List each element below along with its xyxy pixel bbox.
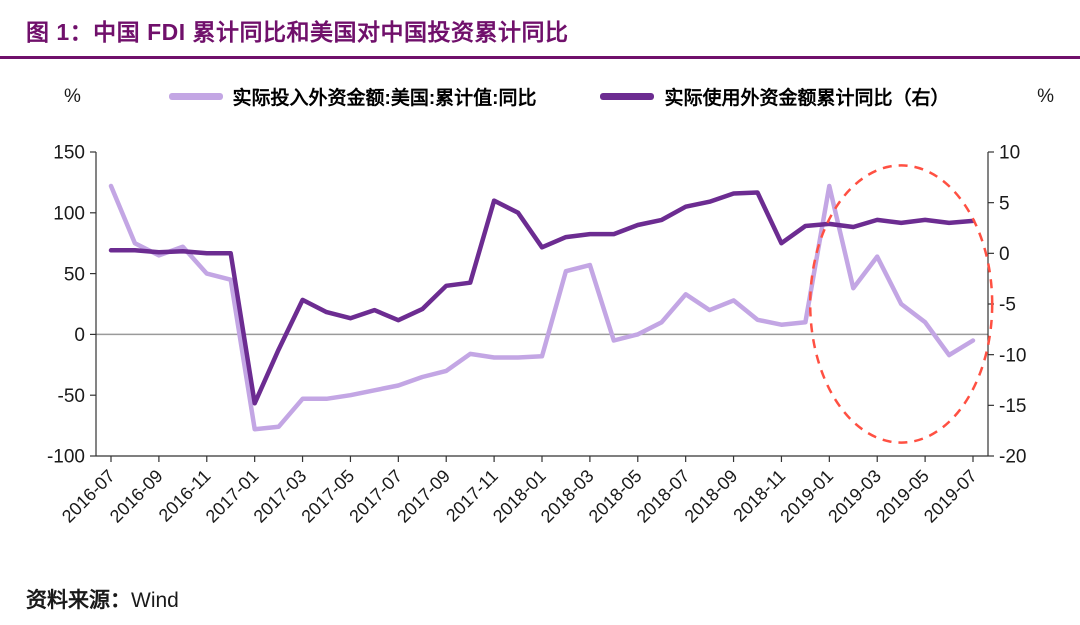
legend-label-us-investment: 实际投入外资金额:美国:累计值:同比 <box>232 88 537 109</box>
y-tick-label-left: 100 <box>53 203 85 224</box>
y-tick-label-right: -10 <box>999 345 1026 366</box>
x-axis: 2016-072016-092016-112017-012017-032017-… <box>58 456 981 527</box>
y-tick-label-left: 150 <box>53 143 85 164</box>
legend-row: % 实际投入外资金额:美国:累计值:同比 实际使用外资金额累计同比（右） % <box>0 59 1080 112</box>
source-value: Wind <box>131 589 179 612</box>
figure-title: 图 1：中国 FDI 累计同比和美国对中国投资累计同比 <box>26 19 569 45</box>
fdi-line-chart: 150100500-50-1001050-5-10-15-202016-0720… <box>47 143 1027 527</box>
y-tick-label-left: -100 <box>47 447 85 468</box>
y-tick-label-right: 5 <box>999 193 1010 214</box>
left-axis-unit-label: % <box>64 85 81 107</box>
y-axis-left: 150 100 50 0 -50 -100 <box>47 143 96 468</box>
legend-label-china-fdi: 实际使用外资金额累计同比（右） <box>664 88 950 109</box>
legend-item-china-fdi: 实际使用外资金额累计同比（右） <box>600 83 950 110</box>
x-tick-label: 2018-09 <box>681 466 742 527</box>
y-axis-right: 10 5 0 -5 -10 -15 -20 <box>988 143 1026 468</box>
series-china-fdi-line <box>108 190 976 406</box>
y-tick-label-left: 0 <box>74 325 85 346</box>
figure-header: 图 1：中国 FDI 累计同比和美国对中国投资累计同比 <box>0 0 1080 59</box>
legend-swatch-us-investment <box>168 93 223 100</box>
y-tick-label-left: -50 <box>58 386 85 407</box>
x-tick-label: 2017-09 <box>393 466 454 527</box>
y-tick-label-right: -15 <box>999 396 1026 417</box>
y-tick-label-left: 50 <box>64 264 85 285</box>
axis-frame <box>95 152 989 457</box>
y-tick-label-right: -5 <box>999 295 1016 316</box>
source-note: 资料来源：Wind <box>0 572 1080 614</box>
x-tick-label: 2016-09 <box>106 466 167 527</box>
y-tick-label-right: 0 <box>999 244 1010 265</box>
series-us-investment-line <box>108 183 976 432</box>
right-axis-unit-label: % <box>1037 85 1054 107</box>
y-tick-label-right: 10 <box>999 143 1020 164</box>
chart-legend: 实际投入外资金额:美国:累计值:同比 实际使用外资金额累计同比（右） <box>81 83 1037 110</box>
legend-item-us-investment: 实际投入外资金额:美国:累计值:同比 <box>168 83 537 110</box>
source-prefix: 资料来源： <box>26 589 131 612</box>
highlight-ellipse-2019 <box>808 164 994 444</box>
chart-area: 150 100 50 0 -50 -100 10 5 0 -5 -10 -15 -20 2016-07 20… <box>0 112 1080 572</box>
y-tick-label-right: -20 <box>999 447 1026 468</box>
x-tick-label: 2019-07 <box>920 466 981 527</box>
legend-swatch-china-fdi <box>600 93 655 100</box>
